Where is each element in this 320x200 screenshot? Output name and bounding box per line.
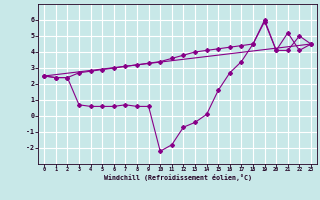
- X-axis label: Windchill (Refroidissement éolien,°C): Windchill (Refroidissement éolien,°C): [104, 174, 252, 181]
